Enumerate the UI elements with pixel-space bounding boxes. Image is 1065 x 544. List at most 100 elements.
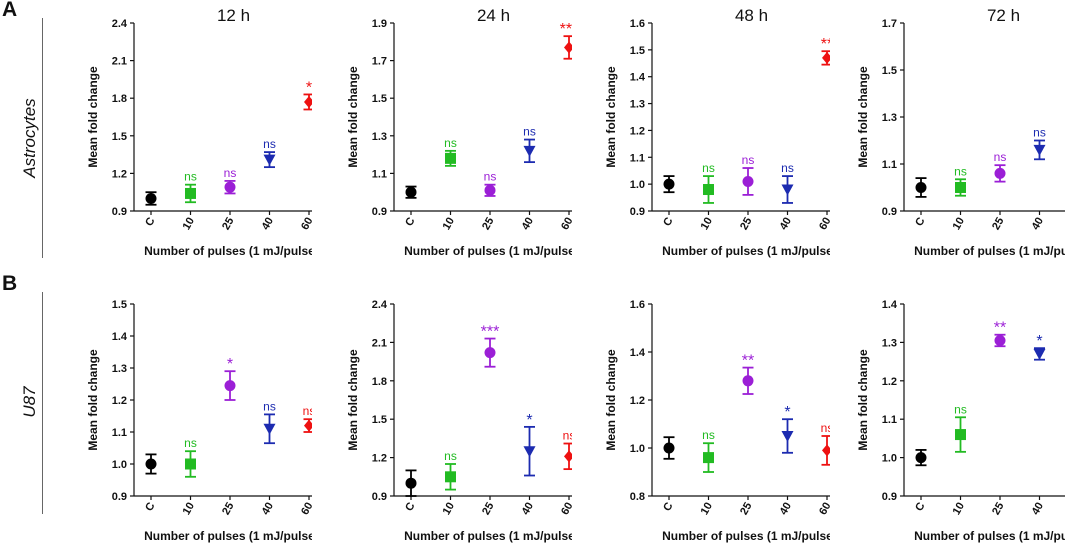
data-point-circle: [663, 442, 675, 454]
y-tick-label: 0.9: [112, 491, 127, 503]
y-tick-label: 0.9: [372, 491, 387, 503]
significance-label: *: [227, 356, 233, 373]
x-tick-label: 25: [990, 501, 1007, 518]
y-tick-label: 1.4: [882, 299, 898, 311]
significance-label: ns: [444, 449, 457, 463]
x-tick-label: 60: [817, 216, 830, 233]
y-tick-label: 1.5: [882, 65, 897, 77]
panel-letter-a: A: [2, 0, 18, 21]
significance-label: ns: [484, 170, 497, 184]
significance-label: ns: [781, 161, 794, 175]
chart-astrocytes-12h: 12 h 0.9 1.2 1.5 1.8 2.1 2.4 Mean fold change C 1…: [86, 6, 312, 258]
significance-label: ns: [303, 404, 312, 418]
significance-label: ns: [1033, 126, 1046, 140]
x-tick-label: 25: [738, 501, 755, 518]
y-tick-label: 1.6: [630, 299, 645, 311]
data-point-square: [703, 452, 714, 464]
data-point-triangle: [523, 145, 536, 157]
data-point-circle: [742, 175, 754, 187]
data-point-square: [445, 152, 456, 164]
y-axis-label: Mean fold change: [856, 349, 870, 451]
y-tick-label: 0.9: [630, 206, 645, 218]
x-tick-label: 60: [817, 501, 830, 518]
significance-label: ns: [954, 402, 967, 416]
data-point-circle: [224, 380, 236, 392]
significance-label: *: [1036, 333, 1042, 350]
x-tick-label: 40: [520, 216, 537, 233]
data-point-triangle: [781, 431, 794, 442]
x-tick-label: 60: [299, 216, 312, 233]
x-tick-label: C: [143, 215, 157, 228]
significance-label: ns: [563, 429, 572, 443]
chart-u87-1: 0.9 1.0 1.1 1.2 1.3 1.4 1.5 Mean fold change C 10…: [86, 299, 312, 543]
chart-astrocytes-24h: 24 h 0.9 1.1 1.3 1.5 1.7 1.9 Mean fold change C 1…: [346, 6, 572, 258]
y-tick-label: 1.0: [630, 179, 645, 191]
data-point-circle: [224, 181, 236, 193]
y-tick-label: 1.7: [372, 56, 387, 68]
data-point-circle: [405, 186, 417, 198]
significance-label: ***: [481, 324, 500, 341]
y-tick-label: 1.1: [882, 414, 897, 426]
data-point-circle: [994, 167, 1006, 179]
y-tick-label: 0.9: [112, 206, 127, 218]
y-tick-label: 1.2: [630, 125, 645, 137]
data-point-square: [185, 187, 196, 199]
y-tick-label: 1.2: [372, 453, 387, 465]
x-tick-label: 10: [441, 216, 458, 233]
data-point-circle: [742, 375, 754, 387]
significance-label: ns: [224, 166, 237, 180]
significance-label: ns: [184, 436, 197, 450]
data-point-square: [703, 184, 714, 196]
data-point-diamond: [564, 41, 572, 54]
y-tick-label: 1.8: [112, 93, 127, 105]
x-axis-label: Number of pulses (1 mJ/pulse): [144, 529, 312, 543]
x-tick-label: 10: [181, 216, 198, 233]
x-tick-label: C: [403, 215, 417, 228]
significance-label: **: [742, 353, 754, 370]
data-point-square: [445, 471, 456, 483]
significance-label: ns: [523, 125, 536, 139]
significance-label: *: [306, 79, 312, 96]
x-tick-label: 25: [738, 216, 755, 233]
x-axis-label: Number of pulses (1 mJ/pulse): [404, 244, 572, 258]
x-tick-label: 40: [1030, 216, 1047, 233]
y-tick-label: 1.3: [372, 131, 387, 143]
significance-label: *: [784, 404, 790, 421]
data-point-triangle: [781, 184, 794, 196]
significance-label: ns: [821, 421, 830, 435]
y-tick-label: 1.1: [372, 168, 387, 180]
data-point-square: [955, 182, 966, 193]
y-tick-label: 1.2: [882, 376, 897, 388]
significance-label: ns: [702, 428, 715, 442]
y-tick-label: 2.4: [372, 299, 388, 311]
chart-u87-2: 0.9 1.2 1.5 1.8 2.1 2.4 Mean fold change C 10 25 4…: [346, 299, 572, 543]
data-point-circle: [663, 178, 675, 190]
y-tick-label: 1.2: [112, 168, 127, 180]
y-tick-label: 1.5: [372, 93, 387, 105]
x-tick-label: 25: [990, 216, 1007, 233]
y-tick-label: 2.1: [112, 56, 127, 68]
y-tick-label: 1.3: [882, 112, 897, 124]
row-a-rule: [42, 18, 43, 258]
y-axis-label: Mean fold change: [604, 349, 618, 451]
data-point-circle: [145, 192, 157, 204]
x-tick-label: 25: [220, 216, 237, 233]
y-tick-label: 1.4: [112, 331, 128, 343]
x-tick-label: 10: [951, 501, 968, 518]
x-tick-label: C: [913, 215, 927, 228]
y-tick-label: 1.1: [630, 152, 645, 164]
data-point-circle: [145, 458, 157, 470]
x-tick-label: 10: [441, 501, 458, 518]
y-tick-label: 0.9: [882, 491, 897, 503]
y-tick-label: 1.5: [630, 45, 645, 57]
row-label-u87: U87: [20, 386, 39, 418]
data-point-square: [185, 458, 196, 470]
x-tick-label: 25: [220, 501, 237, 518]
y-axis-label: Mean fold change: [86, 66, 100, 168]
y-axis-label: Mean fold change: [346, 66, 360, 168]
x-axis-label: Number of pulses (1 mJ/pulse): [404, 529, 572, 543]
x-tick-label: 40: [260, 501, 277, 518]
data-point-diamond: [822, 51, 830, 64]
y-tick-label: 1.5: [112, 299, 127, 311]
chart-astrocytes-48h: 48 h 0.9 1.0 1.1 1.2 1.3 1.4 1.5 1.6 Mean fold ch…: [604, 6, 830, 258]
